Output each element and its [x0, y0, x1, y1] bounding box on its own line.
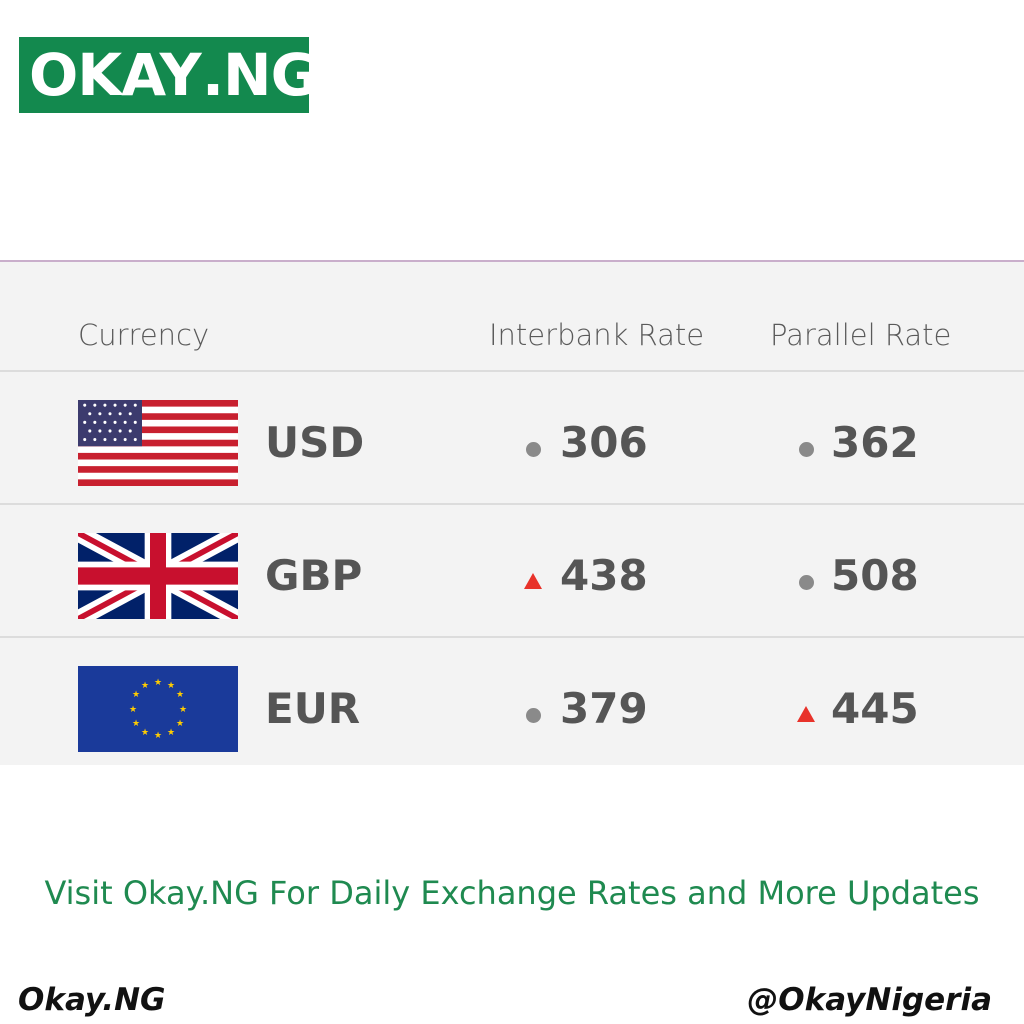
unchanged-dot-icon	[526, 442, 541, 457]
parallel-rate-value: 362	[831, 418, 919, 467]
svg-text:★: ★	[154, 730, 162, 740]
currency-code: EUR	[265, 684, 361, 733]
table-row-gbp: GBP 438 508	[0, 505, 1024, 638]
svg-text:★: ★	[176, 718, 184, 728]
parallel-rate-value: 508	[831, 551, 919, 600]
row-divider	[0, 503, 1024, 505]
currency-code: USD	[265, 418, 365, 467]
visit-call-to-action: Visit Okay.NG For Daily Exchange Rates a…	[44, 874, 980, 912]
exchange-rate-table: Currency Interbank Rate Parallel Rate US…	[0, 262, 1024, 765]
currency-code: GBP	[265, 551, 363, 600]
us-flag-icon	[78, 400, 238, 486]
svg-text:★: ★	[132, 689, 140, 699]
logo-text-ng: .NG	[202, 41, 318, 109]
interbank-rate-value: 379	[560, 684, 648, 733]
row-divider	[0, 370, 1024, 372]
svg-text:★: ★	[154, 677, 162, 687]
svg-text:★: ★	[141, 680, 149, 690]
table-row-eur: ★ ★ ★ ★ ★ ★ ★ ★ ★ ★ ★ ★ EUR 379 445	[0, 638, 1024, 771]
footer-site-name: Okay.NG	[18, 982, 166, 1018]
top-divider	[0, 260, 1024, 262]
svg-text:★: ★	[129, 704, 137, 714]
header-parallel-rate: Parallel Rate	[770, 318, 952, 352]
interbank-rate-value: 306	[560, 418, 648, 467]
header-interbank-rate: Interbank Rate	[489, 318, 705, 352]
up-arrow-icon	[524, 573, 542, 589]
okay-ng-logo: OKAY .NG	[19, 37, 318, 113]
up-arrow-icon	[797, 706, 815, 722]
eu-flag-icon: ★ ★★★★★★★★★★★	[78, 666, 238, 752]
row-divider	[0, 636, 1024, 638]
logo-text-okay: OKAY	[29, 41, 202, 109]
svg-text:★: ★	[179, 704, 187, 714]
table-row-usd: USD 306 362	[0, 372, 1024, 505]
svg-text:★: ★	[176, 689, 184, 699]
footer-social-handle: @OkayNigeria	[747, 982, 992, 1018]
svg-text:★: ★	[141, 727, 149, 737]
header-currency: Currency	[78, 318, 210, 352]
svg-text:★: ★	[167, 680, 175, 690]
interbank-rate-value: 438	[560, 551, 648, 600]
svg-text:★: ★	[167, 727, 175, 737]
unchanged-dot-icon	[526, 708, 541, 723]
parallel-rate-value: 445	[831, 684, 919, 733]
unchanged-dot-icon	[799, 575, 814, 590]
uk-flag-icon	[78, 533, 238, 619]
unchanged-dot-icon	[799, 442, 814, 457]
svg-text:★: ★	[132, 718, 140, 728]
